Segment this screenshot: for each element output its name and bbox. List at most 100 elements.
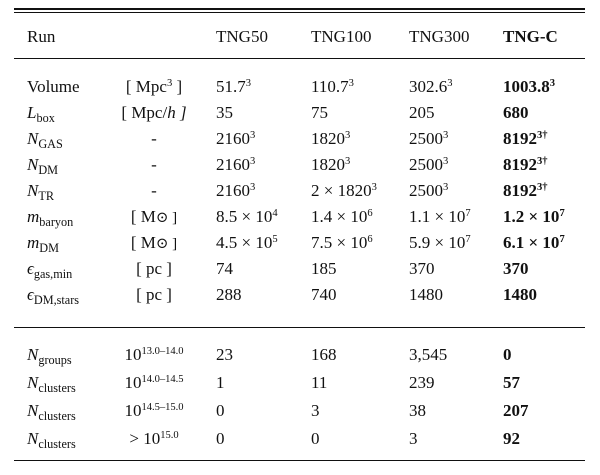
- param-symbol: mDM: [27, 230, 59, 256]
- cell-value: 1820: [311, 155, 345, 174]
- cell-value: 1820: [311, 129, 345, 148]
- unit-text: [ Mpc: [125, 77, 167, 96]
- param-unit: [ Mpc3 ]: [112, 74, 196, 100]
- param-symbol-subscript: GAS: [38, 137, 63, 152]
- param-symbol-main: m: [27, 233, 40, 252]
- cell-value: 35: [216, 103, 233, 122]
- value-tng300: 25003: [409, 178, 448, 204]
- header-tng300: TNG300: [409, 27, 470, 46]
- value-tng-c: 81923†: [503, 152, 548, 178]
- cell-exponent: 3: [549, 78, 556, 90]
- value-tng300: 205: [409, 100, 435, 126]
- mass-range-exponent: 14.5–15.0: [141, 402, 184, 414]
- param-symbol: Volume: [27, 74, 80, 100]
- unit-exponent: 3: [166, 78, 173, 90]
- value-tng-c: 1480: [503, 282, 537, 308]
- value-tng-c: 1.2 × 107: [503, 204, 565, 230]
- count-symbol: Ngroups: [27, 342, 72, 368]
- cell-exponent: 3: [245, 78, 252, 90]
- cell-value: 2160: [216, 129, 250, 148]
- cell-exponent: 6: [367, 208, 373, 220]
- param-symbol-subscript: DM: [38, 163, 59, 178]
- cell-value: 1480: [503, 285, 537, 304]
- value-tng100: 18203: [311, 126, 350, 152]
- count-symbol: Nclusters: [27, 370, 76, 396]
- value-tng50: 35: [216, 100, 233, 126]
- cell-value: 6.1 × 10: [503, 233, 560, 252]
- mass-range: 1014.5–15.0: [112, 398, 196, 424]
- value-tng-c: 1003.83: [503, 74, 555, 100]
- param-unit: -: [112, 178, 196, 204]
- param-symbol: ϵgas,min: [27, 256, 72, 282]
- cell-exponent: 3†: [537, 182, 548, 194]
- cell-value: 1.1 × 10: [409, 207, 466, 226]
- cell-value: 680: [503, 103, 529, 122]
- count-symbol-main: N: [27, 345, 39, 364]
- mass-range-base: 10: [124, 373, 142, 392]
- param-unit: [ M⊙ ]: [112, 230, 196, 257]
- count-row: Ngroups 1013.0–14.0 23 168 3,545 0: [0, 342, 600, 368]
- unit-text: -: [151, 155, 157, 174]
- param-symbol-main: ϵ: [27, 259, 34, 278]
- count-tng300: 38: [409, 401, 426, 420]
- header-tng100: TNG100: [311, 27, 372, 46]
- header-row: Run TNG50 TNG100 TNG300 TNG-C: [0, 24, 600, 50]
- count-symbol-main: N: [27, 401, 39, 420]
- param-symbol: ϵDM,stars: [27, 282, 79, 308]
- cell-exponent: 3: [348, 78, 354, 90]
- cell-value: 2500: [409, 181, 443, 200]
- param-symbol-subscript: TR: [38, 189, 54, 204]
- param-symbol-subscript: baryon: [39, 215, 74, 230]
- mass-range-exponent: 15.0: [160, 430, 179, 442]
- cell-exponent: 7: [465, 208, 471, 220]
- count-tng-c: 92: [503, 429, 520, 448]
- unit-text: -: [151, 129, 157, 148]
- cell-value: 370: [409, 259, 435, 278]
- count-symbol-subscript: groups: [38, 353, 72, 368]
- param-symbol: NDM: [27, 152, 58, 178]
- param-symbol: NGAS: [27, 126, 63, 152]
- value-tng50: 4.5 × 105: [216, 230, 278, 256]
- value-tng300: 302.63: [409, 74, 453, 100]
- bottom-rule: [14, 460, 585, 461]
- cell-value: 8192: [503, 129, 537, 148]
- unit-suffix: ⊙ ]: [155, 210, 178, 226]
- value-tng100: 110.73: [311, 74, 354, 100]
- value-tng-c: 81923†: [503, 126, 548, 152]
- value-tng-c: 81923†: [503, 178, 548, 204]
- param-symbol-subscript: DM: [39, 241, 59, 256]
- param-symbol: NTR: [27, 178, 54, 204]
- cell-value: 185: [311, 259, 337, 278]
- unit-suffix: ⊙ ]: [155, 236, 178, 252]
- section-rule: [14, 327, 585, 328]
- cell-value: 8.5 × 10: [216, 207, 273, 226]
- cell-value: 5.9 × 10: [409, 233, 466, 252]
- value-tng300: 5.9 × 107: [409, 230, 471, 256]
- cell-value: 288: [216, 285, 242, 304]
- param-symbol-main: m: [27, 207, 40, 226]
- count-symbol-main: N: [27, 429, 39, 448]
- header-run: Run: [27, 27, 56, 46]
- value-tng100: 7.5 × 106: [311, 230, 373, 256]
- param-row: NGAS -21603 18203 25003 81923†: [0, 126, 600, 152]
- value-tng-c: 6.1 × 107: [503, 230, 565, 256]
- mass-range-exponent: 13.0–14.0: [141, 346, 184, 358]
- param-unit: -: [112, 126, 196, 152]
- mass-range-base: 10: [124, 401, 142, 420]
- cell-exponent: 7: [559, 234, 565, 246]
- header-tng-c: TNG-C: [503, 27, 558, 46]
- value-tng100: 18203: [311, 152, 350, 178]
- cell-value: 370: [503, 259, 529, 278]
- cell-exponent: 3: [250, 182, 256, 194]
- cell-value: 205: [409, 103, 435, 122]
- value-tng50: 21603: [216, 126, 255, 152]
- unit-text: [ Mpc/: [121, 103, 168, 122]
- cell-value: 1.2 × 10: [503, 207, 560, 226]
- value-tng300: 370: [409, 256, 435, 282]
- cell-exponent: 7: [465, 234, 471, 246]
- unit-suffix: ]: [172, 77, 183, 96]
- header-tng50: TNG50: [216, 27, 268, 46]
- cell-exponent: 7: [559, 208, 565, 220]
- count-symbol-subscript: clusters: [38, 381, 76, 396]
- count-tng100: 3: [311, 401, 320, 420]
